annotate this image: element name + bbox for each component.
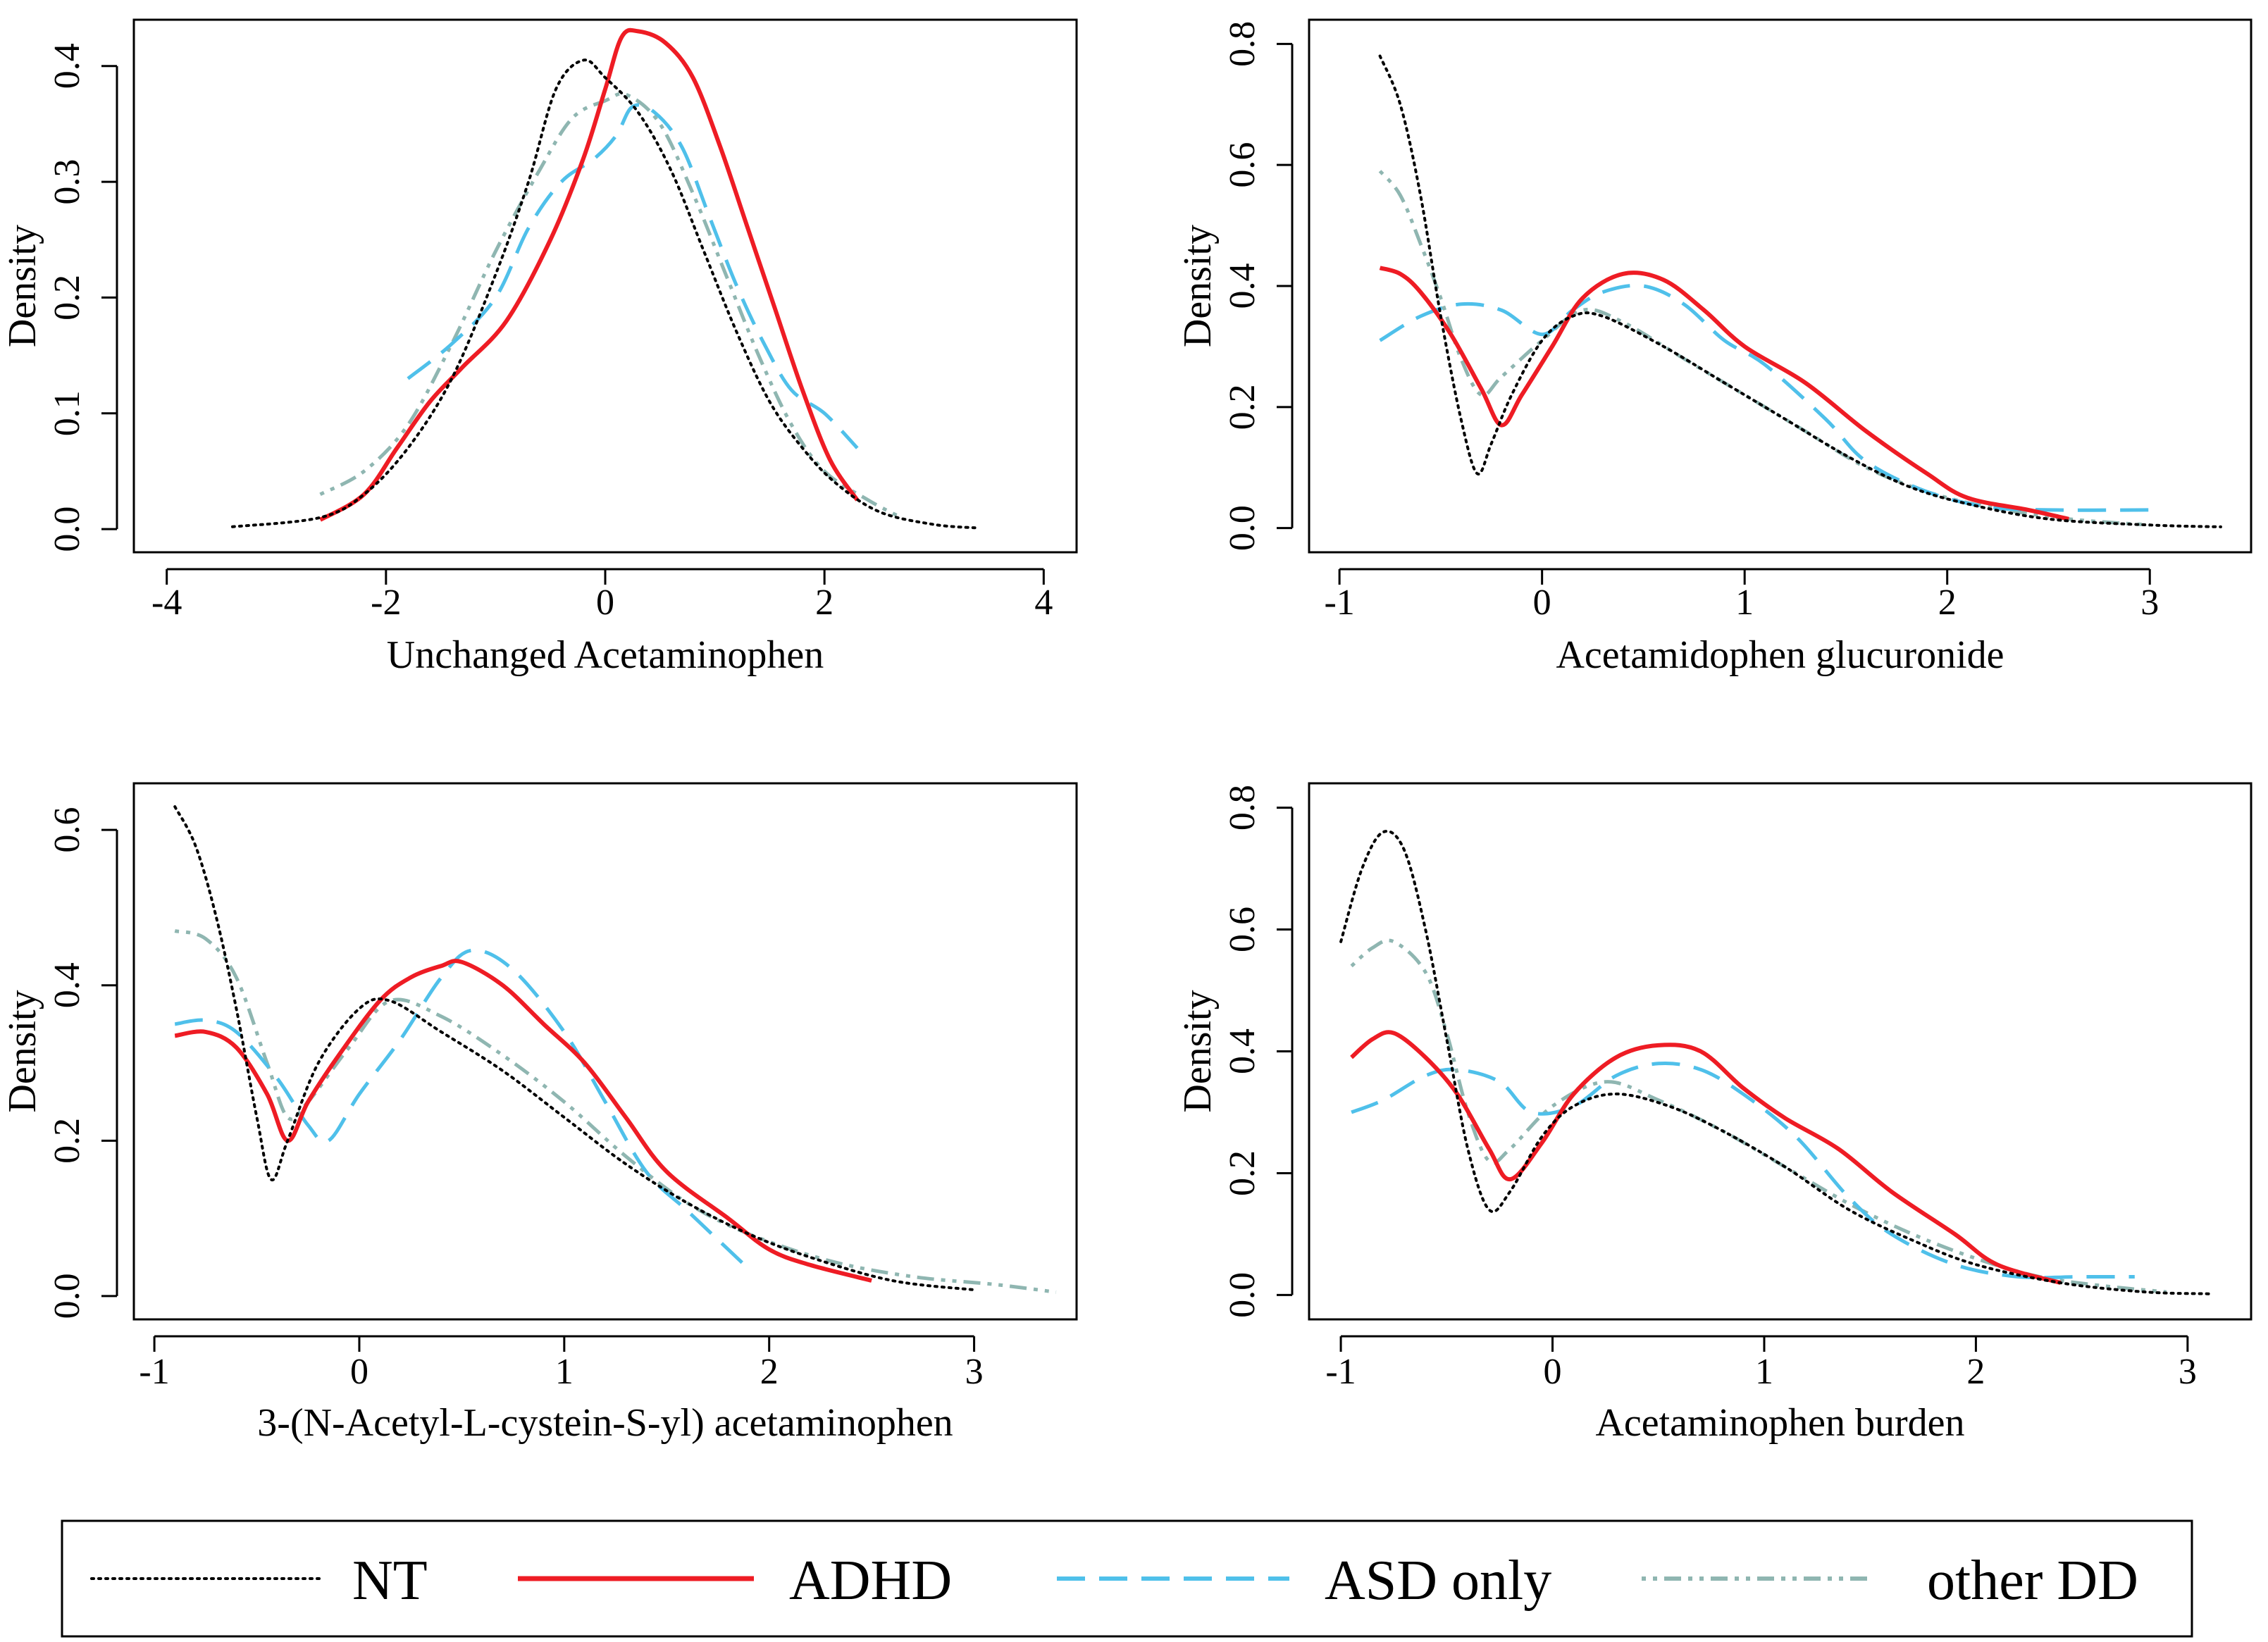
y-tick-label: 0.0 [1222, 1272, 1263, 1318]
y-tick-label: 0.2 [1222, 1150, 1263, 1196]
series-line-nt [1339, 830, 2210, 1295]
y-tick-label: 0.2 [47, 1118, 87, 1164]
series-line-adhd [1350, 1030, 2062, 1285]
x-axis-title: Acetaminophen burden [1595, 1401, 1964, 1445]
x-axis-title: Unchanged Acetaminophen [387, 633, 824, 677]
legend-frame [61, 1519, 2193, 1638]
x-axis-title: Acetamidophen glucuronide [1556, 633, 2004, 677]
legend-label-other-dd: other DD [1927, 1550, 2138, 1612]
plot-frame [132, 782, 1078, 1321]
x-tick-label: 2 [815, 583, 834, 623]
series-line-other-dd [319, 92, 903, 519]
legend: NT ADHD ASD only other DD [61, 1519, 2193, 1638]
legend-label-adhd: ADHD [789, 1550, 952, 1612]
series-line-asd-only [1351, 1061, 2135, 1280]
plot-frame [1308, 782, 2252, 1321]
x-tick-label: -2 [371, 583, 401, 623]
y-tick-label: 0.4 [47, 43, 87, 89]
x-tick-label: 0 [1533, 583, 1551, 623]
y-tick-label: 0.6 [1222, 142, 1263, 188]
y-tick-label: 0.3 [47, 159, 87, 205]
x-tick-label: -1 [1324, 583, 1354, 623]
x-tick-label: 3 [965, 1352, 984, 1392]
series-line-nt [173, 805, 976, 1292]
density-plot-1: -4 -2 0 2 4 0.0 0.1 0.2 0.3 0.4 Unchanged Acetamin… [1, 18, 1078, 677]
y-axis-title: Density [1, 225, 44, 347]
y-tick-label: 0.0 [47, 506, 87, 552]
series-line-adhd [1379, 266, 2069, 521]
plot-frame [132, 18, 1078, 554]
y-tick-label: 0.4 [1222, 1028, 1263, 1074]
x-tick-label: 1 [555, 1352, 574, 1392]
series-line-adhd [174, 959, 872, 1283]
x-tick-label: 0 [1544, 1352, 1562, 1392]
x-tick-label: 0 [596, 583, 614, 623]
y-tick-label: 0.4 [1222, 263, 1263, 309]
density-plot-2: -1 0 1 2 3 0.0 0.2 0.4 0.6 0.8 Acetamidophen glucu… [1176, 18, 2252, 677]
x-tick-label: 3 [2140, 583, 2159, 623]
plot-frame [1308, 18, 2252, 554]
x-tick-label: 2 [1966, 1352, 1985, 1392]
x-tick-label: -1 [1325, 1352, 1356, 1392]
y-tick-label: 0.0 [47, 1273, 87, 1319]
series-line-other-dd [1378, 170, 2150, 527]
y-axis-title: Density [1, 990, 44, 1112]
y-tick-label: 0.0 [1222, 505, 1263, 551]
y-tick-label: 0.8 [1222, 21, 1263, 67]
x-tick-label: 1 [1735, 583, 1754, 623]
series-line-adhd [319, 27, 860, 522]
x-tick-label: 2 [1938, 583, 1957, 623]
x-tick-label: 0 [350, 1352, 368, 1392]
y-tick-label: 0.2 [1222, 384, 1263, 430]
x-tick-label: 1 [1755, 1352, 1773, 1392]
x-axis-title: 3-(N-Acetyl-L-cystein-S-yl) acetaminophe… [257, 1401, 953, 1445]
x-tick-label: -1 [139, 1352, 169, 1392]
density-plot-3: -1 0 1 2 3 0.0 0.2 0.4 0.6 3-(N-Acetyl-L-cystein-… [1, 782, 1078, 1445]
series-line-other-dd [174, 929, 1057, 1294]
y-tick-label: 0.6 [47, 807, 87, 853]
y-tick-label: 0.2 [47, 275, 87, 321]
y-axis-title: Density [1176, 225, 1220, 347]
legend-label-asd-only: ASD only [1325, 1550, 1551, 1612]
x-tick-label: -4 [151, 583, 182, 623]
series-line-other-dd [1350, 938, 2167, 1294]
series-line-nt [1378, 54, 2222, 528]
x-tick-label: 4 [1034, 583, 1053, 623]
legend-label-nt: NT [352, 1550, 428, 1612]
y-tick-label: 0.4 [47, 962, 87, 1008]
y-tick-label: 0.6 [1222, 907, 1263, 952]
series-line-nt [231, 58, 979, 530]
series-line-asd-only [407, 103, 859, 449]
x-tick-label: 3 [2179, 1352, 2197, 1392]
y-tick-label: 0.1 [47, 390, 87, 436]
density-plot-4: -1 0 1 2 3 0.0 0.2 0.4 0.6 0.8 Acetaminophen burde… [1176, 782, 2252, 1445]
y-axis-title: Density [1176, 990, 1220, 1112]
series-line-asd-only [1379, 283, 2150, 512]
y-tick-label: 0.8 [1222, 785, 1263, 831]
x-tick-label: 2 [760, 1352, 779, 1392]
series-line-asd-only [174, 948, 750, 1271]
